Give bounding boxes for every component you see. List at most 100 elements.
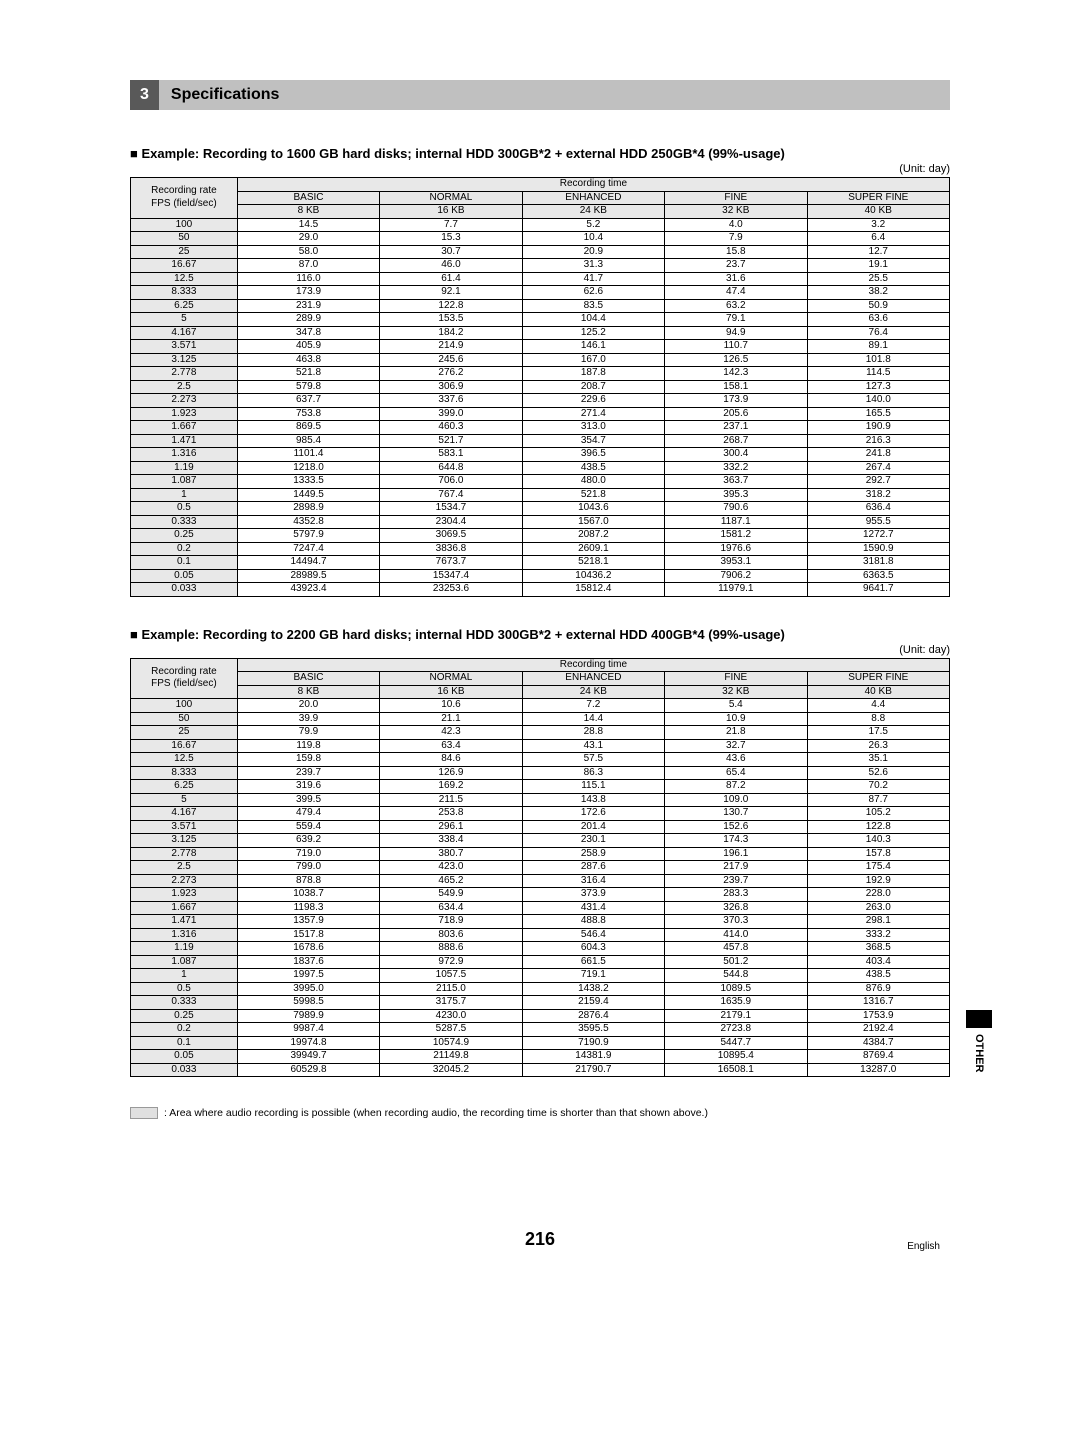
fps-cell: 1.087 xyxy=(131,475,238,489)
data-cell: 5.4 xyxy=(665,699,807,713)
data-cell: 23253.6 xyxy=(380,583,522,597)
fps-cell: 8.333 xyxy=(131,766,238,780)
data-cell: 9641.7 xyxy=(807,583,950,597)
fps-cell: 100 xyxy=(131,218,238,232)
fps-cell: 1.923 xyxy=(131,407,238,421)
fps-cell: 12.5 xyxy=(131,753,238,767)
fps-cell: 1.667 xyxy=(131,901,238,915)
data-cell: 214.9 xyxy=(380,340,522,354)
data-cell: 1438.2 xyxy=(522,982,664,996)
data-cell: 463.8 xyxy=(237,353,379,367)
data-cell: 245.6 xyxy=(380,353,522,367)
data-cell: 1043.6 xyxy=(522,502,664,516)
quality-size: 16 KB xyxy=(380,205,522,219)
quality-name: FINE xyxy=(665,672,807,686)
data-cell: 65.4 xyxy=(665,766,807,780)
data-cell: 985.4 xyxy=(237,434,379,448)
quality-size: 8 KB xyxy=(237,205,379,219)
data-cell: 61.4 xyxy=(380,272,522,286)
data-cell: 373.9 xyxy=(522,888,664,902)
data-cell: 31.6 xyxy=(665,272,807,286)
quality-name: FINE xyxy=(665,191,807,205)
data-cell: 86.3 xyxy=(522,766,664,780)
data-cell: 1187.1 xyxy=(665,515,807,529)
data-cell: 803.6 xyxy=(380,928,522,942)
data-cell: 32045.2 xyxy=(380,1063,522,1077)
data-cell: 438.5 xyxy=(807,969,950,983)
data-cell: 1753.9 xyxy=(807,1009,950,1023)
data-cell: 354.7 xyxy=(522,434,664,448)
data-cell: 5797.9 xyxy=(237,529,379,543)
data-cell: 332.2 xyxy=(665,461,807,475)
fps-cell: 0.1 xyxy=(131,556,238,570)
data-cell: 4230.0 xyxy=(380,1009,522,1023)
data-cell: 3175.7 xyxy=(380,996,522,1010)
data-cell: 25.5 xyxy=(807,272,950,286)
data-cell: 17.5 xyxy=(807,726,950,740)
fps-cell: 0.2 xyxy=(131,1023,238,1037)
data-cell: 228.0 xyxy=(807,888,950,902)
quality-size: 40 KB xyxy=(807,205,950,219)
fps-cell: 3.571 xyxy=(131,340,238,354)
data-cell: 2723.8 xyxy=(665,1023,807,1037)
fps-cell: 16.67 xyxy=(131,259,238,273)
data-cell: 42.3 xyxy=(380,726,522,740)
row-header: Recording rateFPS (field/sec) xyxy=(131,178,238,219)
fps-cell: 3.571 xyxy=(131,820,238,834)
language-label: English xyxy=(907,1241,940,1252)
data-cell: 126.5 xyxy=(665,353,807,367)
data-cell: 4384.7 xyxy=(807,1036,950,1050)
fps-cell: 0.2 xyxy=(131,542,238,556)
data-cell: 4.4 xyxy=(807,699,950,713)
data-cell: 63.4 xyxy=(380,739,522,753)
data-cell: 29.0 xyxy=(237,232,379,246)
data-cell: 876.9 xyxy=(807,982,950,996)
data-cell: 60529.8 xyxy=(237,1063,379,1077)
data-cell: 35.1 xyxy=(807,753,950,767)
data-cell: 28.8 xyxy=(522,726,664,740)
data-cell: 47.4 xyxy=(665,286,807,300)
data-cell: 63.2 xyxy=(665,299,807,313)
fps-cell: 6.25 xyxy=(131,780,238,794)
data-cell: 271.4 xyxy=(522,407,664,421)
data-cell: 79.9 xyxy=(237,726,379,740)
data-cell: 767.4 xyxy=(380,488,522,502)
data-cell: 370.3 xyxy=(665,915,807,929)
data-cell: 888.6 xyxy=(380,942,522,956)
data-cell: 10574.9 xyxy=(380,1036,522,1050)
side-tab-marker xyxy=(966,1010,992,1028)
data-cell: 1997.5 xyxy=(237,969,379,983)
data-cell: 19974.8 xyxy=(237,1036,379,1050)
quality-name: BASIC xyxy=(237,191,379,205)
data-cell: 10.4 xyxy=(522,232,664,246)
data-cell: 583.1 xyxy=(380,448,522,462)
fps-cell: 1 xyxy=(131,969,238,983)
data-cell: 187.8 xyxy=(522,367,664,381)
data-cell: 546.4 xyxy=(522,928,664,942)
data-cell: 14494.7 xyxy=(237,556,379,570)
fps-cell: 0.25 xyxy=(131,1009,238,1023)
recording-table-a: Recording rateFPS (field/sec)Recording t… xyxy=(130,177,950,597)
data-cell: 10436.2 xyxy=(522,569,664,583)
data-cell: 405.9 xyxy=(237,340,379,354)
data-cell: 636.4 xyxy=(807,502,950,516)
data-cell: 165.5 xyxy=(807,407,950,421)
data-cell: 12.7 xyxy=(807,245,950,259)
data-cell: 146.1 xyxy=(522,340,664,354)
data-cell: 241.8 xyxy=(807,448,950,462)
data-cell: 89.1 xyxy=(807,340,950,354)
data-cell: 15812.4 xyxy=(522,583,664,597)
data-cell: 173.9 xyxy=(665,394,807,408)
data-cell: 125.2 xyxy=(522,326,664,340)
fps-cell: 0.333 xyxy=(131,515,238,529)
data-cell: 43.1 xyxy=(522,739,664,753)
data-cell: 380.7 xyxy=(380,847,522,861)
data-cell: 399.0 xyxy=(380,407,522,421)
data-cell: 143.8 xyxy=(522,793,664,807)
data-cell: 52.6 xyxy=(807,766,950,780)
recording-time-header: Recording time xyxy=(237,658,949,672)
data-cell: 1057.5 xyxy=(380,969,522,983)
data-cell: 167.0 xyxy=(522,353,664,367)
side-tab: OTHER xyxy=(966,1010,992,1073)
data-cell: 267.4 xyxy=(807,461,950,475)
